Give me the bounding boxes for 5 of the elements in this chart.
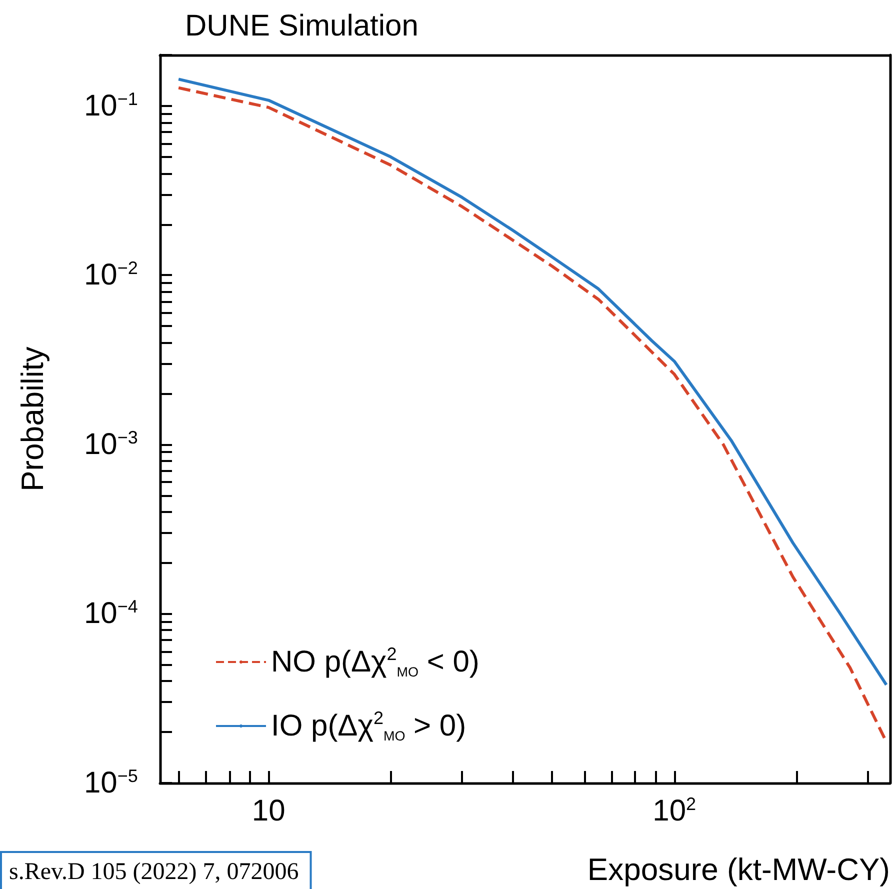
y-axis-title: Probability [15, 346, 50, 492]
x-axis-title: Exposure (kt-MW-CY) [587, 852, 890, 887]
text: s.Rev.D 105 (2022) 7, 072006 [9, 859, 299, 885]
chart-title: DUNE Simulation [185, 10, 418, 42]
x-tick-label: 10 [252, 794, 286, 828]
